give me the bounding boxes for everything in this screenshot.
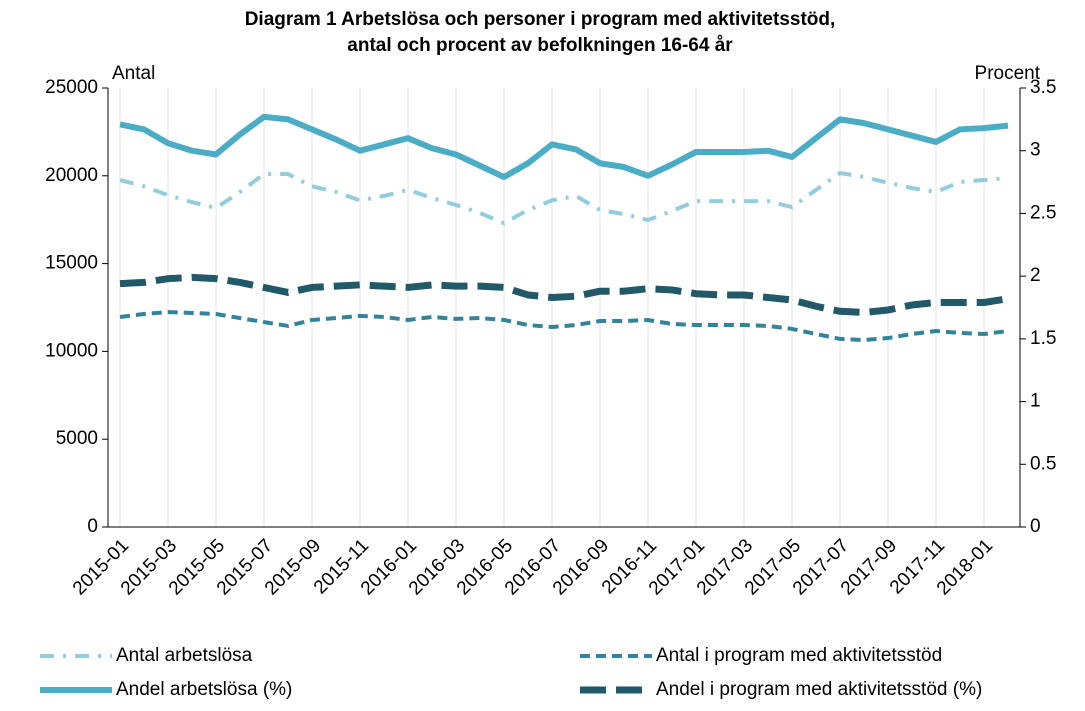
series-line <box>119 310 1009 342</box>
y2-tick-label: 1.5 <box>1030 328 1056 349</box>
y2-tick-label: 2.5 <box>1030 202 1056 223</box>
y2-tick-label: 1 <box>1030 391 1041 412</box>
y-tick-label: 5000 <box>56 428 98 449</box>
y2-tick-label: 3.5 <box>1030 77 1056 98</box>
y2-tick-label: 0.5 <box>1030 453 1056 474</box>
y-tick-label: 20000 <box>45 165 98 186</box>
legend-label: Antal arbetslösa <box>116 645 253 666</box>
series-line <box>119 273 1009 317</box>
y-tick-label: 15000 <box>45 253 98 274</box>
y-tick-label: 0 <box>87 516 98 537</box>
series-line <box>119 113 1009 181</box>
chart-title: antal och procent av befolkningen 16-64 … <box>347 35 733 56</box>
y-tick-label: 10000 <box>45 340 98 361</box>
y-tick-label: 25000 <box>45 77 98 98</box>
legend-label: Antal i program med aktivitetsstöd <box>656 645 942 666</box>
legend-label: Andel arbetslösa (%) <box>116 679 292 700</box>
legend-label: Andel i program med aktivitetsstöd (%) <box>656 679 982 700</box>
y2-tick-label: 0 <box>1030 516 1041 537</box>
y2-tick-label: 3 <box>1030 140 1041 161</box>
y2-tick-label: 2 <box>1030 265 1041 286</box>
chart-title: Diagram 1 Arbetslösa och personer i prog… <box>245 9 836 30</box>
y-axis-label: Antal <box>112 63 155 84</box>
y2-axis-label: Procent <box>975 63 1041 84</box>
series-line <box>119 170 1009 226</box>
